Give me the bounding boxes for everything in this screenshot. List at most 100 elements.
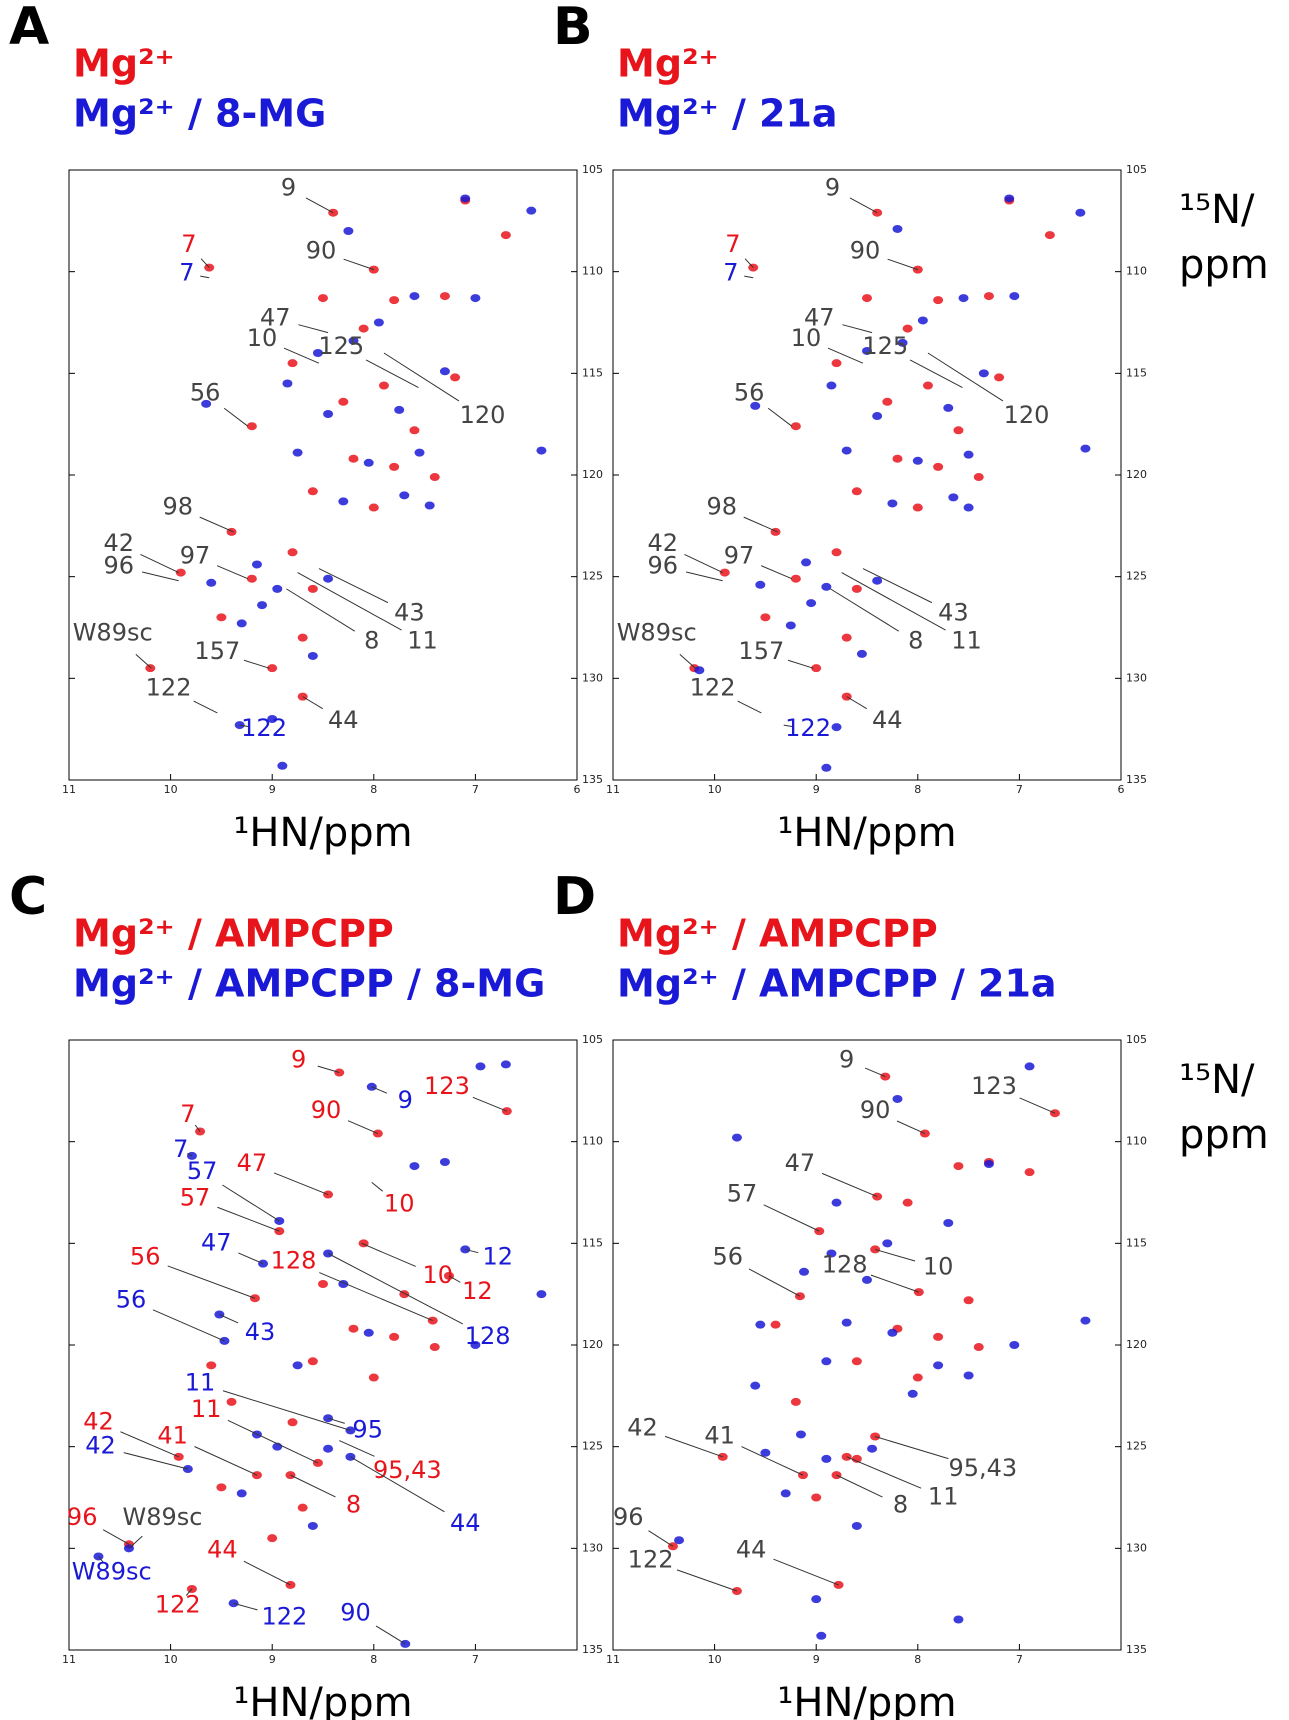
peak bbox=[750, 1381, 761, 1390]
peak bbox=[246, 422, 257, 431]
leader-line bbox=[874, 1436, 949, 1460]
peak bbox=[933, 296, 944, 305]
peak bbox=[963, 503, 974, 512]
y-tick-label: 135 bbox=[1126, 773, 1147, 786]
peak bbox=[292, 1361, 303, 1370]
peak bbox=[851, 1357, 862, 1366]
leader-line bbox=[371, 1086, 388, 1094]
peak bbox=[429, 473, 440, 482]
peak bbox=[267, 1534, 278, 1543]
leader-line bbox=[737, 700, 762, 714]
leader-line bbox=[243, 659, 270, 669]
peak bbox=[500, 1060, 511, 1069]
peak bbox=[175, 568, 186, 577]
leader-line bbox=[748, 1268, 801, 1297]
peak-label: 44 bbox=[207, 1535, 238, 1563]
peak-label: 56 bbox=[130, 1243, 161, 1271]
leader-line bbox=[841, 572, 946, 631]
peak-label: 97 bbox=[724, 541, 755, 569]
peak bbox=[439, 292, 450, 301]
peak bbox=[216, 1483, 227, 1492]
leader-line bbox=[317, 1065, 340, 1074]
peak bbox=[500, 231, 511, 240]
peak bbox=[460, 194, 471, 203]
peak bbox=[826, 1249, 837, 1258]
x-tick-label: 9 bbox=[269, 783, 276, 796]
y-tick-label: 110 bbox=[1126, 265, 1147, 278]
peak-label: 122 bbox=[241, 714, 287, 742]
peak bbox=[307, 1521, 318, 1530]
peak-label: W89sc bbox=[72, 1558, 152, 1586]
peak bbox=[795, 1430, 806, 1439]
y-tick-label: 105 bbox=[582, 1033, 603, 1046]
peak bbox=[821, 1454, 832, 1463]
peak bbox=[851, 1521, 862, 1530]
peak-label: 7 bbox=[173, 1135, 188, 1163]
peak bbox=[282, 379, 293, 388]
peak bbox=[226, 1397, 237, 1406]
peak bbox=[272, 584, 283, 593]
leader-line bbox=[120, 1431, 179, 1458]
leader-line bbox=[128, 1535, 143, 1549]
leader-line bbox=[193, 700, 218, 714]
peak bbox=[806, 599, 817, 608]
legend-entry: Mg²⁺ bbox=[617, 42, 719, 86]
peak-label: 10 bbox=[384, 1190, 415, 1218]
peak bbox=[323, 574, 334, 583]
peak bbox=[287, 1418, 298, 1427]
y-tick-label: 115 bbox=[1126, 366, 1147, 379]
peak bbox=[450, 373, 461, 382]
peak bbox=[307, 651, 318, 660]
peak bbox=[862, 1275, 872, 1284]
peak-label: 90 bbox=[311, 1096, 342, 1124]
peak-label: 11 bbox=[407, 627, 438, 655]
peak bbox=[292, 448, 303, 457]
leader-line bbox=[773, 1558, 839, 1586]
leader-line bbox=[744, 275, 754, 279]
leader-line bbox=[185, 1588, 193, 1596]
leader-line bbox=[327, 1417, 345, 1424]
leader-line bbox=[664, 1435, 723, 1458]
peak bbox=[912, 1373, 923, 1382]
peak bbox=[318, 1280, 328, 1288]
peak bbox=[409, 1162, 420, 1171]
leader-line bbox=[896, 1120, 926, 1134]
x-axis-label: ¹HN/ppm bbox=[777, 810, 956, 856]
peak bbox=[1004, 194, 1015, 203]
leader-line bbox=[194, 1124, 201, 1132]
peak bbox=[1009, 1341, 1020, 1349]
leader-line bbox=[199, 516, 234, 533]
peak-label: 98 bbox=[706, 493, 737, 521]
peak-label: 122 bbox=[261, 1602, 307, 1630]
leader-line bbox=[862, 568, 933, 604]
y-tick-label: 135 bbox=[582, 1643, 603, 1656]
y-tick-label: 125 bbox=[582, 570, 603, 583]
peak bbox=[348, 336, 359, 345]
peak bbox=[475, 1062, 486, 1071]
peak bbox=[780, 1489, 791, 1498]
peak bbox=[731, 1133, 742, 1142]
x-tick-label: 10 bbox=[164, 1653, 178, 1666]
peak bbox=[831, 723, 842, 732]
x-tick-label: 6 bbox=[1118, 783, 1125, 796]
peak-label: 122 bbox=[155, 1590, 201, 1618]
leader-line bbox=[830, 588, 900, 632]
peak bbox=[785, 621, 796, 630]
y-tick-label: 135 bbox=[1126, 1643, 1147, 1656]
peak bbox=[831, 1198, 842, 1207]
y-tick-label: 120 bbox=[1126, 1338, 1147, 1351]
peak bbox=[323, 410, 334, 418]
peak bbox=[277, 761, 288, 770]
peak bbox=[862, 346, 872, 355]
peak-label: 57 bbox=[187, 1157, 218, 1185]
peak bbox=[963, 1296, 974, 1305]
peak bbox=[770, 1320, 781, 1329]
peak-label: 8 bbox=[893, 1491, 908, 1519]
peak-label: 44 bbox=[450, 1509, 481, 1537]
leader-line bbox=[383, 352, 460, 402]
x-tick-label: 8 bbox=[370, 1653, 377, 1666]
y-tick-label: 135 bbox=[582, 773, 603, 786]
x-tick-label: 10 bbox=[164, 783, 178, 796]
peak-label: 95,43 bbox=[948, 1454, 1017, 1482]
peak-label: 42 bbox=[627, 1413, 658, 1441]
